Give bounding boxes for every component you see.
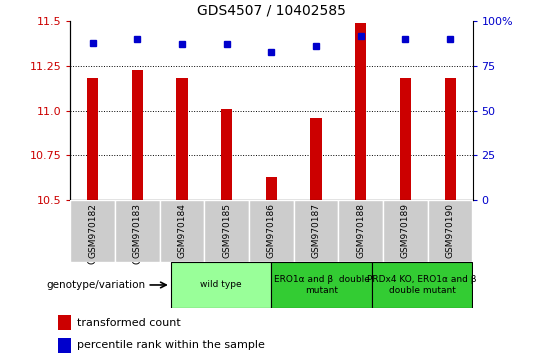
Bar (339, 200, 383, 262)
Text: GSM970183: GSM970183 (133, 204, 141, 258)
Text: percentile rank within the sample: percentile rank within the sample (77, 340, 265, 350)
Bar (177, 79, 187, 200)
Bar (221, 109, 232, 200)
Bar (70, 200, 115, 262)
Bar (171, 262, 272, 308)
Bar (294, 200, 339, 262)
Text: PRDx4 KO, ERO1α and β
double mutant: PRDx4 KO, ERO1α and β double mutant (367, 275, 477, 295)
Bar (310, 118, 322, 200)
Bar (160, 200, 204, 262)
Bar (249, 200, 294, 262)
Bar (204, 200, 249, 262)
Text: ERO1α and β  double
mutant: ERO1α and β double mutant (274, 275, 369, 295)
Bar (87, 79, 98, 200)
Text: GSM970190: GSM970190 (446, 204, 455, 258)
Text: GSM970187: GSM970187 (312, 204, 321, 258)
Bar (115, 200, 160, 262)
Text: GSM970184: GSM970184 (178, 204, 186, 258)
Title: GDS4507 / 10402585: GDS4507 / 10402585 (197, 3, 346, 17)
Bar (58, 315, 71, 330)
Text: transformed count: transformed count (77, 318, 181, 328)
Bar (400, 79, 411, 200)
Bar (132, 69, 143, 200)
Text: GSM970182: GSM970182 (88, 204, 97, 258)
Text: wild type: wild type (200, 280, 242, 290)
Bar (444, 79, 456, 200)
Text: GSM970188: GSM970188 (356, 204, 365, 258)
Bar (372, 262, 472, 308)
Text: GSM970189: GSM970189 (401, 204, 410, 258)
Text: genotype/variation: genotype/variation (46, 280, 146, 290)
Bar (383, 200, 428, 262)
Text: GSM970186: GSM970186 (267, 204, 276, 258)
Bar (428, 200, 472, 262)
Bar (266, 177, 277, 200)
Bar (355, 23, 366, 200)
Bar (272, 262, 372, 308)
Text: GSM970185: GSM970185 (222, 204, 231, 258)
Bar (58, 338, 71, 353)
